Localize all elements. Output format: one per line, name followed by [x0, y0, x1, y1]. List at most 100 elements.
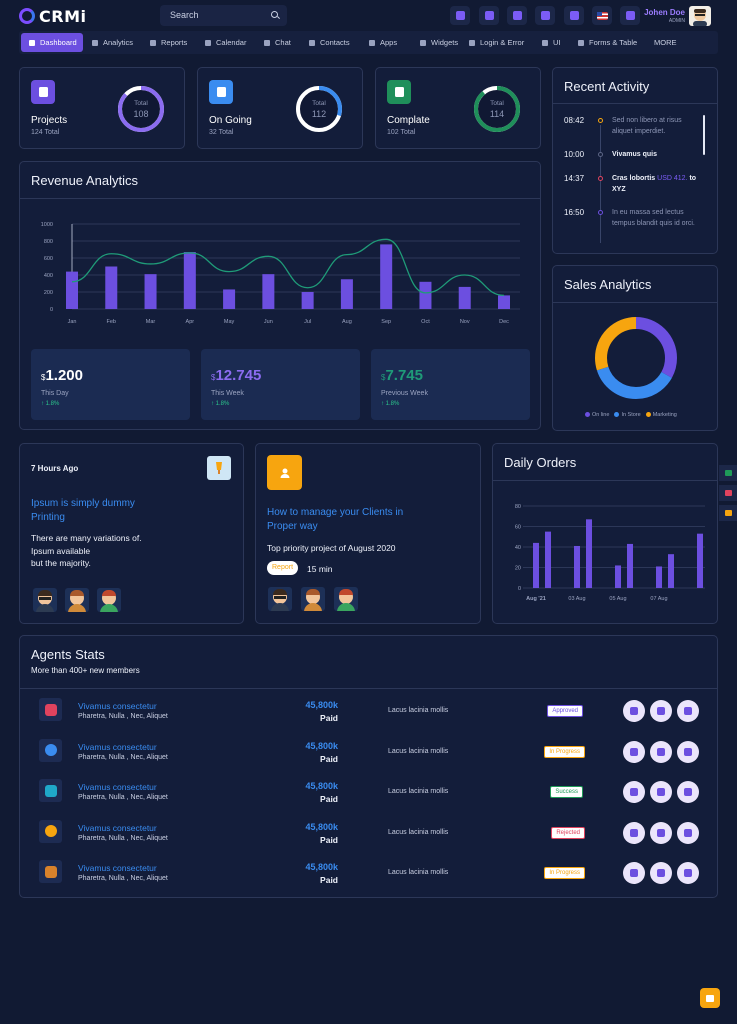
ring-label: Total	[490, 100, 504, 107]
revenue-summary-card[interactable]: $12.745 This Week ↑ 1.8%	[201, 349, 360, 420]
nav-item-contacts[interactable]: Contacts	[309, 31, 350, 54]
revenue-summary-card[interactable]: $7.745 Previous Week ↑ 1.8%	[371, 349, 530, 420]
view-button[interactable]	[623, 862, 645, 884]
order-bar	[533, 542, 539, 588]
clients-title[interactable]: How to manage your Clients in Proper way	[267, 507, 404, 532]
donut-slice	[595, 317, 677, 399]
revenue-line	[71, 238, 505, 297]
daily-orders-title: Daily Orders	[504, 455, 577, 470]
ring-value: 112	[311, 109, 327, 119]
nav-item-dashboard[interactable]: Dashboard	[21, 33, 83, 52]
avatar[interactable]	[33, 588, 57, 612]
logo[interactable]: CRMi	[19, 6, 86, 26]
edit-button[interactable]	[650, 700, 672, 722]
agent-name[interactable]: Vivamus consectetur	[78, 782, 157, 792]
legend-item[interactable]: On line	[585, 412, 609, 418]
view-button[interactable]	[623, 821, 645, 844]
stat-card-on-going[interactable]: On Going 32 Total Total 112	[197, 67, 363, 149]
agent-row[interactable]: Vivamus consectetur Pharetra, Nulla , Nec…	[20, 692, 719, 732]
activity-desc: In eu massa sed lectus tempus blandit qu…	[612, 209, 695, 227]
nav-item-widgets[interactable]: Widgets	[420, 31, 458, 54]
user-name[interactable]: Johen Doe	[644, 8, 685, 17]
delete-button[interactable]	[677, 862, 699, 884]
triangle-icon[interactable]	[450, 6, 470, 25]
cart-icon[interactable]	[535, 6, 555, 25]
agent-row[interactable]: Vivamus consectetur Pharetra, Nulla , Nec…	[20, 773, 719, 813]
us-flag-icon[interactable]	[592, 6, 612, 25]
timeline-dot	[598, 176, 603, 181]
grid-icon[interactable]	[479, 6, 499, 25]
y-tick-label: 200	[44, 290, 53, 296]
edit-icon	[657, 828, 665, 837]
report-tag[interactable]: Report	[267, 561, 299, 575]
avatar[interactable]	[334, 587, 358, 611]
side-tab-3[interactable]	[719, 505, 737, 521]
document-icon[interactable]	[507, 6, 527, 25]
revenue-analytics-card: Revenue Analytics 0 200 400 600 800 1000 Jan Fe…	[19, 161, 541, 430]
nav-item-forms-table[interactable]: Forms & Table	[578, 31, 637, 54]
search-input[interactable]: Search	[160, 5, 287, 26]
edit-button[interactable]	[650, 821, 672, 844]
nav-item-login-error[interactable]: Login & Error	[469, 31, 524, 54]
stat-title: Projects	[31, 115, 68, 126]
legend-item[interactable]: In Store	[614, 412, 641, 418]
search-icon[interactable]	[271, 11, 278, 18]
nav-item-reports[interactable]: Reports	[150, 31, 187, 54]
nav-item-chat[interactable]: Chat	[264, 31, 291, 54]
agent-name[interactable]: Vivamus consectetur	[78, 741, 157, 752]
delete-button[interactable]	[677, 781, 699, 803]
status-badge: Approved	[547, 705, 583, 717]
view-button[interactable]	[623, 700, 645, 722]
agent-name[interactable]: Vivamus consectetur	[78, 863, 157, 873]
legend-item[interactable]: Marketing	[645, 412, 677, 418]
stat-icon	[31, 80, 55, 104]
stat-card-projects[interactable]: Projects 124 Total Total 108	[19, 67, 185, 149]
edit-button[interactable]	[650, 862, 672, 884]
edit-button[interactable]	[650, 781, 672, 803]
edit-button[interactable]	[650, 740, 672, 763]
side-tab-2[interactable]	[719, 485, 737, 501]
nav-item-calendar[interactable]: Calendar	[205, 31, 246, 54]
avatar[interactable]	[301, 587, 325, 611]
chat-fab-button[interactable]	[700, 988, 720, 1008]
avatar[interactable]	[268, 587, 292, 611]
delete-button[interactable]	[677, 821, 699, 844]
nav-item-apps[interactable]: Apps	[369, 31, 397, 54]
side-tab-1[interactable]	[719, 465, 737, 481]
agent-row[interactable]: Vivamus consectetur Pharetra, Nulla , Nec…	[20, 854, 719, 894]
view-button[interactable]	[623, 781, 645, 803]
delete-button[interactable]	[677, 700, 699, 722]
news-title[interactable]: Ipsum is simply dummy Printing	[31, 498, 135, 523]
progress-ring	[118, 86, 164, 132]
stat-card-complate[interactable]: Complate 102 Total Total 114	[375, 67, 541, 149]
summary-value: $7.745	[381, 367, 423, 384]
agent-name[interactable]: Vivamus consectetur	[78, 701, 157, 711]
delete-button[interactable]	[677, 740, 699, 763]
search-placeholder: Search	[170, 10, 199, 20]
ring-progress	[118, 86, 164, 132]
agent-row[interactable]: Vivamus consectetur Pharetra, Nulla , Nec…	[20, 733, 719, 773]
nav-item-more[interactable]: MORE	[654, 31, 677, 54]
chat-icon[interactable]	[564, 6, 584, 25]
user-icon	[267, 455, 302, 490]
x-tick-label: Jan	[68, 319, 77, 325]
avatar[interactable]	[689, 6, 711, 26]
y-tick-label: 40	[515, 545, 521, 551]
agent-row[interactable]: Vivamus consectetur Pharetra, Nulla , Nec…	[20, 814, 719, 854]
agent-name[interactable]: Vivamus consectetur	[78, 822, 157, 833]
revenue-chart: 0 200 400 600 800 1000 Jan Feb Mar Apr May Jun Jul Au…	[41, 222, 520, 325]
legend-label: In Store	[621, 412, 641, 418]
nav-item-analytics[interactable]: Analytics	[92, 31, 133, 54]
avatar[interactable]	[97, 588, 121, 612]
activity-desc: Sed non libero at risus aliquet imperdie…	[612, 117, 682, 135]
avatar[interactable]	[65, 588, 89, 612]
revenue-summary-card[interactable]: $1.200 This Day ↑ 1.8%	[31, 349, 190, 420]
fullscreen-icon[interactable]	[620, 6, 640, 25]
nav-label: Login & Error	[480, 38, 525, 47]
scrollbar[interactable]	[703, 115, 705, 155]
nav-item-ui[interactable]: UI	[542, 31, 561, 54]
sales-legend: On line In Store Marketing	[585, 412, 677, 418]
view-button[interactable]	[623, 740, 645, 763]
x-tick-label: Aug	[342, 319, 352, 325]
delete-icon	[684, 828, 692, 837]
